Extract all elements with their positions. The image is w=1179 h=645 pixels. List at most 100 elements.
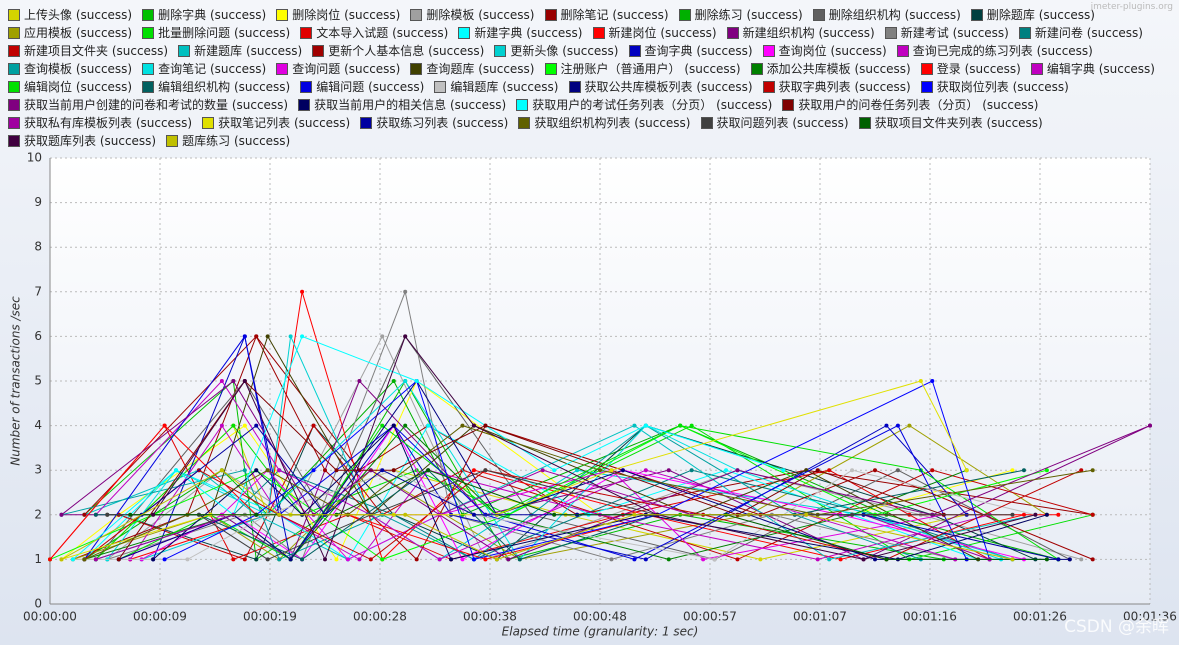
data-point — [918, 379, 923, 383]
series-line — [130, 469, 1047, 560]
legend-item: 获取练习列表 (success) — [360, 114, 508, 132]
data-point — [540, 468, 545, 473]
data-point — [1079, 468, 1084, 473]
legend-item: 新建考试 (success) — [884, 24, 1009, 42]
legend-label: 批量删除问题 (success) — [158, 26, 291, 40]
legend-swatch — [300, 27, 313, 39]
data-point — [254, 557, 259, 562]
data-point — [311, 423, 316, 428]
data-point — [494, 557, 499, 562]
data-point — [288, 557, 293, 562]
data-point — [552, 468, 557, 473]
data-point — [254, 423, 259, 428]
legend-swatch — [896, 45, 909, 57]
data-point — [242, 334, 247, 339]
legend-item: 查询题库 (success) — [410, 60, 535, 78]
y-tick-label: 9 — [34, 195, 42, 209]
legend-swatch — [592, 27, 605, 39]
legend-swatch — [1018, 27, 1031, 39]
y-tick-label: 0 — [34, 597, 42, 611]
legend-item: 删除岗位 (success) — [276, 6, 400, 24]
data-point — [471, 557, 476, 562]
legend-swatch — [516, 99, 529, 111]
legend-swatch — [8, 135, 20, 147]
data-point — [873, 468, 877, 473]
data-point — [850, 468, 855, 473]
legend-label: 添加公共库模板 (success) — [766, 62, 911, 76]
legend-label: 应用模板 (success) — [24, 26, 133, 40]
data-point — [873, 557, 877, 562]
legend-item: 更新头像 (success) — [494, 42, 619, 60]
data-point — [884, 423, 889, 428]
legend-item: 编辑字典 (success) — [1030, 60, 1155, 78]
data-point — [643, 468, 648, 473]
data-point — [437, 557, 442, 562]
data-point — [1044, 468, 1049, 473]
legend-label: 注册账户（普通用户） (success) — [560, 62, 741, 76]
legend-label: 新建题库 (success) — [194, 44, 303, 58]
legend-swatch — [142, 27, 155, 39]
legend-item: 删除练习 (success) — [678, 6, 803, 24]
y-tick-label: 2 — [34, 507, 42, 521]
legend-item: 新建组织机构 (success) — [726, 24, 875, 42]
legend-swatch — [360, 117, 373, 129]
data-point — [895, 423, 900, 428]
credit: CSDN @余晖 — [1064, 617, 1169, 637]
data-point — [1010, 557, 1015, 562]
legend-label: 查询岗位 (success) — [778, 44, 887, 58]
series-line — [141, 469, 944, 561]
legend-label: 删除题库 (success) — [986, 8, 1095, 22]
data-point — [219, 423, 224, 428]
legend-swatch — [726, 27, 739, 39]
data-point — [1033, 512, 1038, 517]
data-point — [300, 334, 305, 339]
data-point — [59, 512, 64, 517]
legend-label: 文本导入试题 (success) — [316, 26, 449, 40]
data-point — [414, 557, 419, 562]
legend-label: 登录 (success) — [936, 62, 1021, 76]
legend-label: 新建项目文件夹 (success) — [24, 44, 169, 58]
legend-label: 删除笔记 (success) — [560, 8, 669, 22]
x-tick-label: 00:00:57 — [683, 610, 737, 624]
x-tick-label: 00:01:26 — [1013, 610, 1067, 624]
legend-label: 编辑组织机构 (success) — [158, 80, 291, 94]
data-point — [82, 557, 87, 562]
data-point — [162, 423, 167, 428]
legend-label: 新建问卷 (success) — [1034, 26, 1143, 40]
legend-swatch — [202, 117, 215, 129]
data-point — [300, 557, 305, 562]
data-point — [850, 512, 855, 517]
data-point — [620, 468, 625, 473]
y-tick-label: 8 — [34, 240, 42, 254]
data-point — [105, 512, 110, 517]
legend-swatch — [312, 45, 325, 57]
series-line — [83, 335, 968, 560]
data-point — [735, 557, 740, 562]
data-point — [666, 557, 671, 562]
series-line — [72, 335, 784, 560]
x-tick-label: 00:01:07 — [793, 610, 847, 624]
data-point — [449, 557, 454, 562]
data-point — [517, 557, 522, 562]
legend-label: 获取当前用户的相关信息 (success) — [314, 98, 507, 112]
legend-label: 删除练习 (success) — [694, 8, 803, 22]
legend-item: 获取私有库模板列表 (success) — [8, 114, 192, 132]
data-point — [471, 512, 476, 517]
legend-swatch — [8, 81, 20, 93]
x-tick-label: 00:00:38 — [463, 610, 517, 624]
legend-item: 查询笔记 (success) — [142, 60, 266, 78]
data-point — [231, 379, 236, 383]
data-point — [1090, 557, 1095, 562]
data-point — [460, 557, 465, 562]
data-point — [483, 557, 488, 562]
legend-swatch — [166, 135, 179, 147]
legend-label: 获取用户的问卷任务列表（分页） (success) — [798, 98, 1039, 112]
data-point — [1148, 423, 1152, 428]
legend-label: 获取岗位列表 (success) — [936, 80, 1069, 94]
legend-item: 查询已完成的练习列表 (success) — [896, 42, 1093, 60]
legend-item: 获取笔记列表 (success) — [202, 114, 350, 132]
data-point — [735, 468, 740, 473]
legend-item: 获取问题列表 (success) — [700, 114, 849, 132]
legend-swatch — [920, 81, 933, 93]
x-tick-label: 00:00:00 — [23, 610, 77, 624]
